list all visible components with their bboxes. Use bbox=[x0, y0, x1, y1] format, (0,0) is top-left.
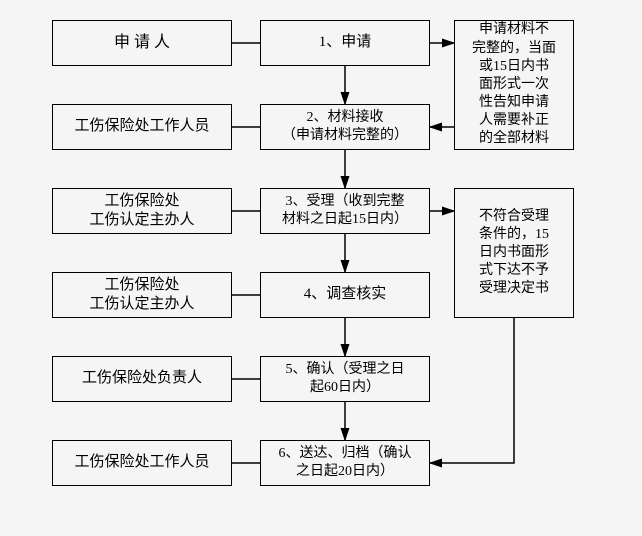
step-box-1: 2、材料接收 （申请材料完整的） bbox=[260, 104, 430, 150]
role-box-3: 工伤保险处 工伤认定主办人 bbox=[52, 272, 232, 318]
role-box-5: 工伤保险处工作人员 bbox=[52, 440, 232, 486]
step-box-3: 4、调查核实 bbox=[260, 272, 430, 318]
role-box-0: 申 请 人 bbox=[52, 20, 232, 66]
flowchart-canvas: 申 请 人1、申请工伤保险处工作人员2、材料接收 （申请材料完整的）工伤保险处 … bbox=[0, 0, 642, 536]
side-box-1: 不符合受理 条件的，15 日内书面形 式下达不予 受理决定书 bbox=[454, 188, 574, 318]
role-box-1: 工伤保险处工作人员 bbox=[52, 104, 232, 150]
role-box-4: 工伤保险处负责人 bbox=[52, 356, 232, 402]
step-box-5: 6、送达、归档（确认 之日起20日内） bbox=[260, 440, 430, 486]
role-box-2: 工伤保险处 工伤认定主办人 bbox=[52, 188, 232, 234]
step-box-2: 3、受理（收到完整 材料之日起15日内） bbox=[260, 188, 430, 234]
step-box-4: 5、确认（受理之日 起60日内） bbox=[260, 356, 430, 402]
step-box-0: 1、申请 bbox=[260, 20, 430, 66]
side-box-0: 申请材料不 完整的，当面 或15日内书 面形式一次 性告知申请 人需要补正 的全… bbox=[454, 20, 574, 150]
